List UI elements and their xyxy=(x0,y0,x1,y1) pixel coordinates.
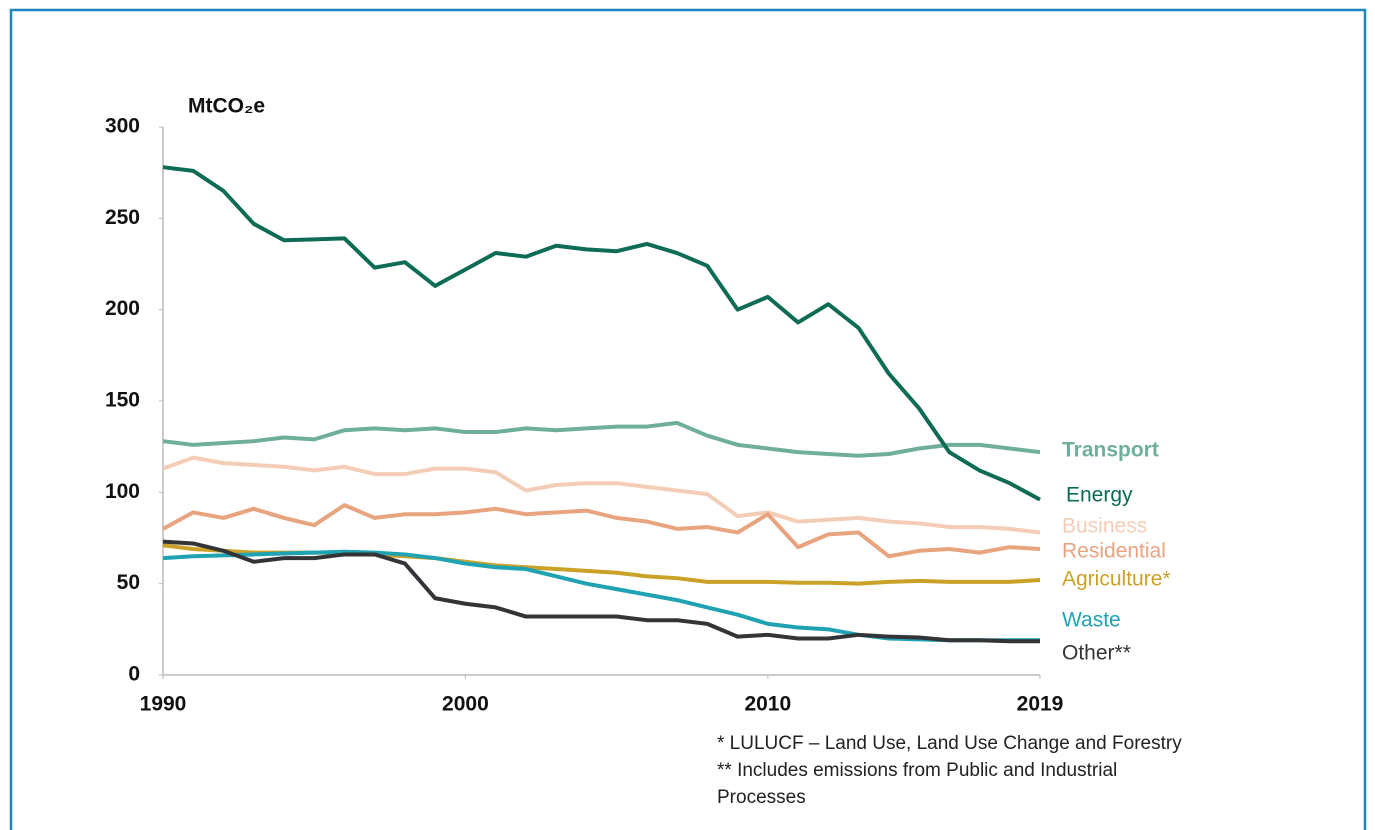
legend-label: Other** xyxy=(1062,642,1131,665)
frame xyxy=(9,8,1367,830)
series-line xyxy=(162,165,1041,502)
y-tick-label: 300 xyxy=(105,115,140,138)
series-line xyxy=(162,420,1041,458)
y-tick-label: 150 xyxy=(105,389,140,412)
series-line xyxy=(162,455,1041,535)
x-tick-label: 2010 xyxy=(744,693,791,716)
legend-label: Agriculture* xyxy=(1062,568,1171,591)
x-tick-label: 1990 xyxy=(140,693,187,716)
legend-label: Waste xyxy=(1062,609,1121,632)
legend-label: Business xyxy=(1062,515,1147,538)
series-line xyxy=(162,503,1041,559)
y-tick-label: 50 xyxy=(117,571,140,594)
y-tick-label: 250 xyxy=(105,206,140,229)
series-line xyxy=(162,549,1040,643)
legend-label: Residential xyxy=(1062,540,1166,563)
footnote: Processes xyxy=(717,787,806,808)
footnote: * LULUCF – Land Use, Land Use Change and… xyxy=(717,733,1182,754)
legend-label: Energy xyxy=(1066,484,1133,507)
y-axis-label: MtCO₂e xyxy=(188,95,265,118)
x-tick-label: 2000 xyxy=(442,693,489,716)
legend-label: Transport xyxy=(1062,439,1159,462)
y-tick-label: 0 xyxy=(128,663,140,686)
series-line xyxy=(162,539,1040,644)
y-tick-label: 100 xyxy=(105,480,140,503)
x-tick-label: 2019 xyxy=(1017,693,1064,716)
footnote: ** Includes emissions from Public and In… xyxy=(717,760,1117,781)
y-tick-label: 200 xyxy=(105,297,140,320)
